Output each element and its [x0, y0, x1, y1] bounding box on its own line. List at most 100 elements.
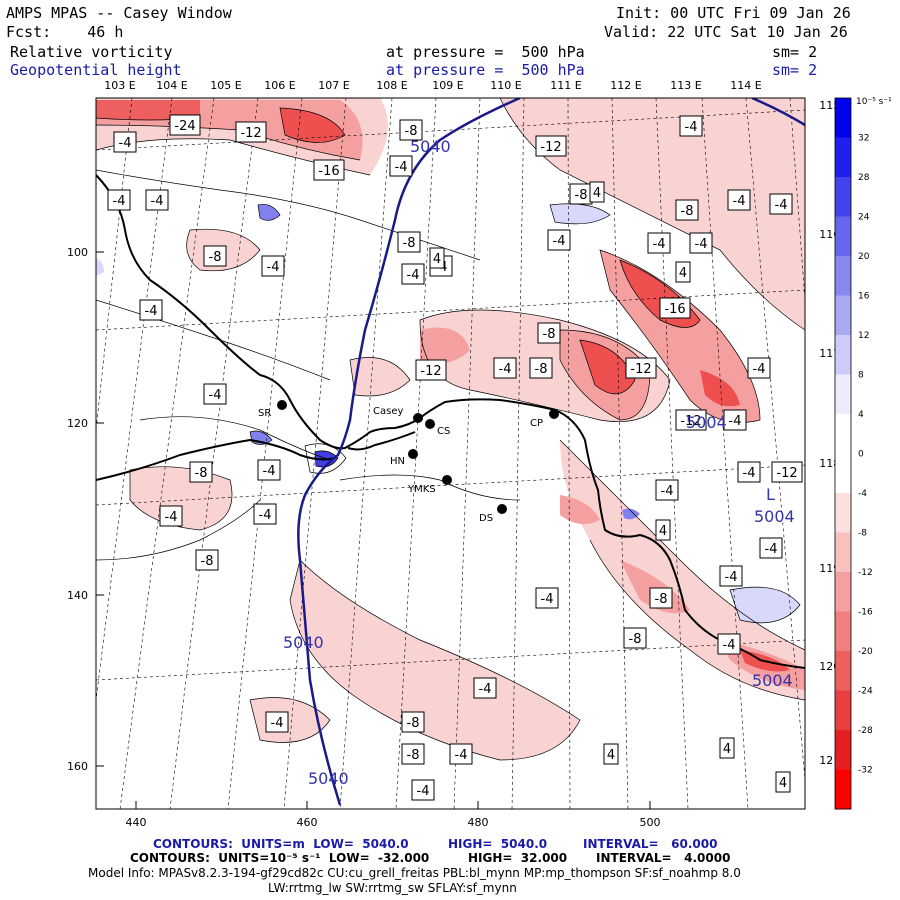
vorticity-label-box [537, 322, 561, 344]
y-tick-label: 100 [67, 246, 88, 259]
vorticity-label: -4 [259, 508, 272, 523]
vorticity-label: -4 [743, 466, 756, 481]
colorbar-label: 8 [858, 371, 864, 381]
vorticity-label-box [107, 189, 131, 211]
vorticity-label-box [603, 743, 619, 765]
field2-smoothing: sm= 2 [772, 61, 818, 79]
colorbar-swatch [835, 335, 851, 375]
station-label: DS [479, 513, 493, 524]
colorbar-swatch [835, 295, 851, 336]
geo-contour-high: HIGH= 5040.0 [448, 837, 548, 851]
pos-vort-spot-edge [96, 258, 104, 276]
vorticity-label-box [655, 519, 671, 541]
vorticity-label-box [449, 743, 473, 765]
colorbar-swatch [835, 493, 851, 533]
vorticity-label: -4 [775, 198, 788, 213]
lon-label: 104 E [156, 79, 187, 92]
geo-label: 5040 [308, 769, 349, 788]
vorticity-label: -12 [630, 362, 651, 377]
vorticity-label: -4 [407, 268, 420, 283]
vorticity-label-box [689, 232, 713, 254]
vorticity-label: -8 [681, 204, 694, 219]
vorticity-label: -4 [725, 570, 738, 585]
lon-label: 108 E [376, 79, 407, 92]
vorticity-label: -8 [629, 632, 642, 647]
geo-label: 5004 [754, 507, 795, 526]
colorbar-unit: 10⁻⁵ s⁻¹ [856, 97, 892, 107]
axis-ticks [96, 251, 651, 809]
geo-label: 5004 [752, 671, 793, 690]
vorticity-label: -12 [240, 126, 261, 141]
colorbar-label: -20 [858, 647, 873, 657]
vorticity-label-box [261, 255, 285, 277]
vort-contour-interval: INTERVAL= 4.0000 [596, 851, 731, 865]
x-tick-label: 480 [468, 816, 489, 829]
vorticity-label-box [675, 409, 707, 431]
vorticity-label: -4 [553, 234, 566, 249]
geo-contour-interval: INTERVAL= 60.000 [583, 837, 718, 851]
vorticity-label-box [727, 189, 751, 211]
vorticity-label: 4 [433, 252, 441, 267]
colorbar-label: 16 [858, 292, 870, 302]
colorbar-swatch [835, 414, 851, 454]
field2-name: Geopotential height [10, 61, 182, 79]
colorbar-label: -28 [858, 726, 873, 736]
vort-contour-summary: CONTOURS: UNITS=10⁻⁵ s⁻¹ LOW= -32.000 [130, 851, 430, 865]
vorticity-label-box [623, 627, 647, 649]
vorticity-label-box [535, 135, 567, 157]
vorticity-label: -4 [499, 362, 512, 377]
vorticity-label: 4 [659, 524, 667, 539]
vorticity-labels: -24 -12 -16 -4 -8 -4 -12 -8 -4 -4 -4 -4 -4 -8 -4 -8 -4 -8… [107, 114, 803, 801]
colorbar-label: -16 [858, 608, 873, 618]
vorticity-label-box [747, 357, 771, 379]
vorticity-label: -8 [209, 250, 222, 265]
colorbar-swatch [835, 177, 851, 217]
lon-label: 114 E [730, 79, 761, 92]
vorticity-label: 4 [593, 186, 601, 201]
vorticity-label: -4 [165, 510, 178, 525]
vorticity-label: -8 [575, 188, 588, 203]
vorticity-label: -8 [543, 327, 556, 342]
vorticity-label: 4 [607, 748, 615, 763]
vorticity-label-box [647, 232, 671, 254]
map-title: AMPS MPAS -- Casey Window [6, 4, 232, 22]
colorbar-frame [834, 97, 852, 810]
colorbar-label: -32 [858, 766, 873, 776]
vorticity-label: -4 [145, 304, 158, 319]
vorticity-label-box [145, 189, 169, 211]
vorticity-label-box [769, 193, 793, 215]
station-label: CS [437, 426, 450, 437]
vorticity-label: -24 [174, 119, 195, 134]
vorticity-label-box [655, 479, 679, 501]
colorbar-label: 24 [858, 213, 870, 223]
vorticity-label: 4 [779, 776, 787, 791]
vorticity-label: -4 [417, 784, 430, 799]
vorticity-label: -4 [653, 237, 666, 252]
colorbar-swatch [835, 690, 851, 731]
station-dot [549, 409, 559, 419]
vorticity-label-box [675, 199, 699, 221]
y-tick-label: 120 [67, 417, 88, 430]
coastline-inner [347, 431, 416, 451]
colorbar-swatch [835, 137, 851, 178]
colorbar-swatch [835, 98, 851, 138]
station-dot [408, 449, 418, 459]
coastline-west [96, 438, 336, 481]
vorticity-label: -12 [680, 414, 701, 429]
colorbar-swatch [835, 611, 851, 652]
vort-contour-high: HIGH= 32.000 [468, 851, 568, 865]
vorticity-label-box [535, 587, 559, 609]
colorbar-label: -12 [858, 568, 873, 578]
colorbar: 32 28 24 20 16 12 8 4 0 -4 -8 -12 -16 -20 -24 -28 -32 [834, 97, 873, 810]
station-label: Casey [373, 406, 403, 417]
lon-label: 106 E [264, 79, 295, 92]
vorticity-label-box [113, 131, 137, 153]
y-tick-label: 140 [67, 589, 88, 602]
lon-label: 110 E [490, 79, 521, 92]
lon-label: 109 E [432, 79, 463, 92]
neg-vort-strong-top [280, 108, 345, 143]
vorticity-label-box [737, 461, 761, 483]
lon-label: 107 E [318, 79, 349, 92]
colorbar-swatch [835, 374, 851, 415]
vorticity-label: -4 [729, 414, 742, 429]
